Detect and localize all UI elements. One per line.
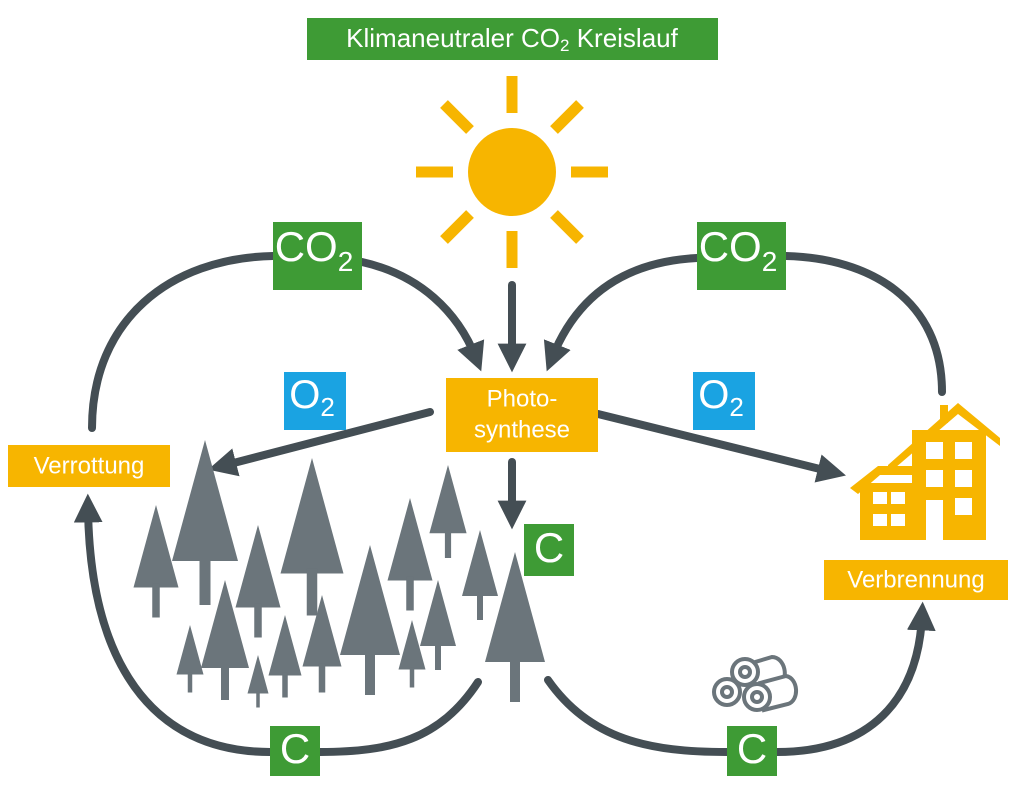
photosynthese-line: Photo- xyxy=(487,385,558,412)
co2-sub: 2 xyxy=(338,246,354,277)
photosynthese-line: synthese xyxy=(474,416,570,443)
diagram: Klimaneutraler CO2 Kreislauf xyxy=(0,0,1011,796)
co2-main: CO xyxy=(699,223,762,270)
verrottung-label: Verrottung xyxy=(34,452,145,479)
co2-sub: 2 xyxy=(762,246,778,277)
logs-icon xyxy=(714,657,796,710)
o2-sub: 2 xyxy=(320,392,334,422)
o2-sub: 2 xyxy=(729,392,743,422)
o2-main: O xyxy=(289,373,320,417)
co2-main: CO xyxy=(275,223,338,270)
sun xyxy=(416,76,608,268)
house xyxy=(850,403,1000,540)
title-main: Klimaneutraler CO xyxy=(346,23,560,53)
title-tail: Kreislauf xyxy=(569,23,678,53)
carbon-label: C xyxy=(280,725,310,772)
forest xyxy=(134,440,546,708)
o2-main: O xyxy=(698,373,729,417)
verbrennung-label: Verbrennung xyxy=(847,566,984,593)
carbon-label: C xyxy=(737,725,767,772)
title: Klimaneutraler CO2 Kreislauf xyxy=(346,23,678,56)
carbon-label: C xyxy=(534,524,564,571)
title-sub: 2 xyxy=(560,36,569,55)
